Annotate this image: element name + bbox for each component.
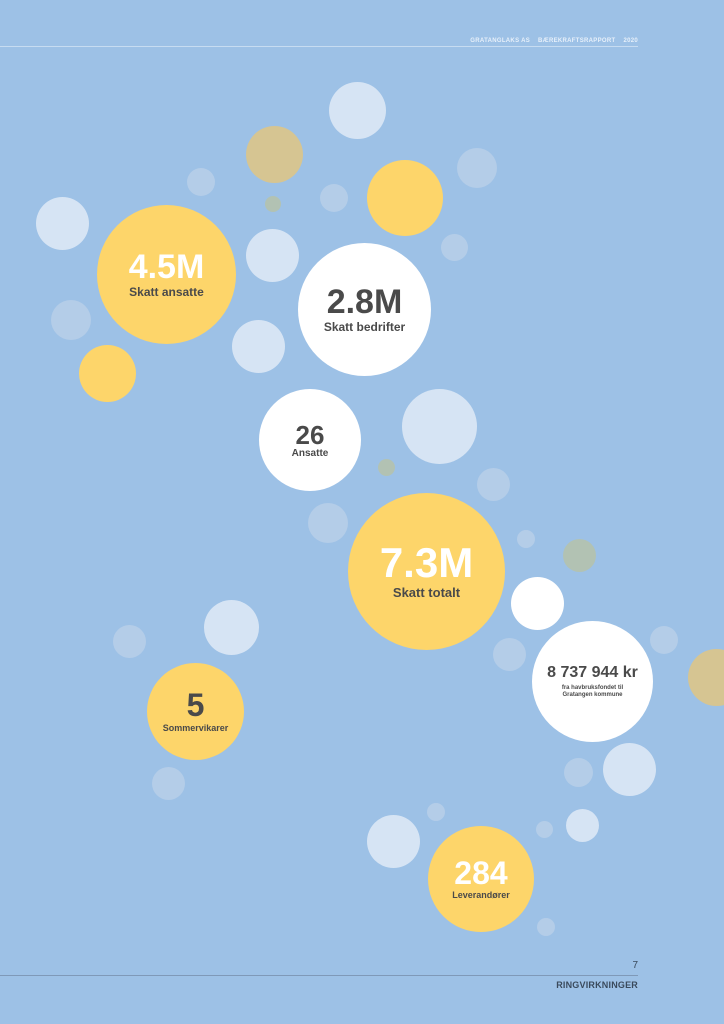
- decor-bubble: [493, 638, 526, 671]
- decor-bubble: [265, 196, 281, 212]
- decor-bubble: [566, 809, 599, 842]
- decor-bubble: [79, 345, 136, 402]
- decor-bubble: [246, 126, 303, 183]
- stat-label: Skatt ansatte: [129, 284, 204, 299]
- stat-value: 284: [454, 855, 508, 892]
- stat-summer-staff: 5 Sommervikarer: [147, 663, 244, 760]
- page-number: 7: [632, 960, 638, 971]
- stat-label: Skatt totalt: [392, 585, 461, 601]
- header-rule: [0, 46, 638, 47]
- decor-bubble: [367, 815, 420, 868]
- decor-bubble: [537, 918, 555, 936]
- decor-bubble: [320, 184, 348, 212]
- decor-bubble: [688, 649, 724, 706]
- decor-bubble: [232, 320, 285, 373]
- running-header: GRATANGLAKS AS BÆREKRAFTSRAPPORT 2020: [464, 38, 638, 44]
- decor-bubble: [378, 459, 395, 476]
- decor-bubble: [457, 148, 497, 188]
- stat-label: Ansatte: [291, 447, 329, 459]
- stat-label: fra havbruksfondet til Gratangen kommune: [561, 684, 624, 698]
- stat-employees: 26 Ansatte: [259, 389, 361, 491]
- decor-bubble: [402, 389, 477, 464]
- section-title: RINGVIRKNINGER: [556, 980, 638, 990]
- stat-value: 26: [295, 419, 325, 450]
- stat-suppliers: 284 Leverandører: [428, 826, 534, 932]
- stat-label: Leverandører: [452, 890, 510, 901]
- decor-bubble: [650, 626, 678, 654]
- stat-value: 2.8M: [326, 282, 403, 321]
- stat-label: Skatt bedrifter: [323, 319, 406, 334]
- decor-bubble: [329, 82, 386, 139]
- footer-rule: [0, 975, 638, 976]
- stat-value: 8 737 944 kr: [547, 663, 638, 681]
- decor-bubble: [308, 503, 348, 543]
- decor-bubble: [477, 468, 510, 501]
- decor-bubble: [427, 803, 445, 821]
- decor-bubble: [246, 229, 299, 282]
- decor-bubble: [511, 577, 564, 630]
- decor-bubble: [152, 767, 185, 800]
- stat-tax-total: 7.3M Skatt totalt: [348, 493, 505, 650]
- header-company: GRATANGLAKS AS: [470, 38, 531, 44]
- decor-bubble: [563, 539, 596, 572]
- header-year: 2020: [623, 38, 638, 44]
- decor-bubble: [441, 234, 468, 261]
- decor-bubble: [113, 625, 146, 658]
- stat-tax-employees: 4.5M Skatt ansatte: [97, 205, 236, 344]
- decor-bubble: [517, 530, 535, 548]
- decor-bubble: [51, 300, 91, 340]
- stat-label: Sommervikarer: [162, 723, 229, 734]
- stat-aquaculture-fund: 8 737 944 kr fra havbruksfondet til Grat…: [532, 621, 653, 742]
- stat-tax-companies: 2.8M Skatt bedrifter: [298, 243, 431, 376]
- decor-bubble: [603, 743, 656, 796]
- stat-value: 5: [186, 687, 205, 724]
- decor-bubble: [564, 758, 593, 787]
- decor-bubble: [36, 197, 89, 250]
- stat-value: 7.3M: [379, 539, 474, 587]
- decor-bubble: [187, 168, 215, 196]
- decor-bubble: [536, 821, 553, 838]
- stat-value: 4.5M: [128, 247, 205, 286]
- header-report-title: BÆREKRAFTSRAPPORT: [538, 38, 616, 44]
- decor-bubble: [367, 160, 443, 236]
- decor-bubble: [204, 600, 259, 655]
